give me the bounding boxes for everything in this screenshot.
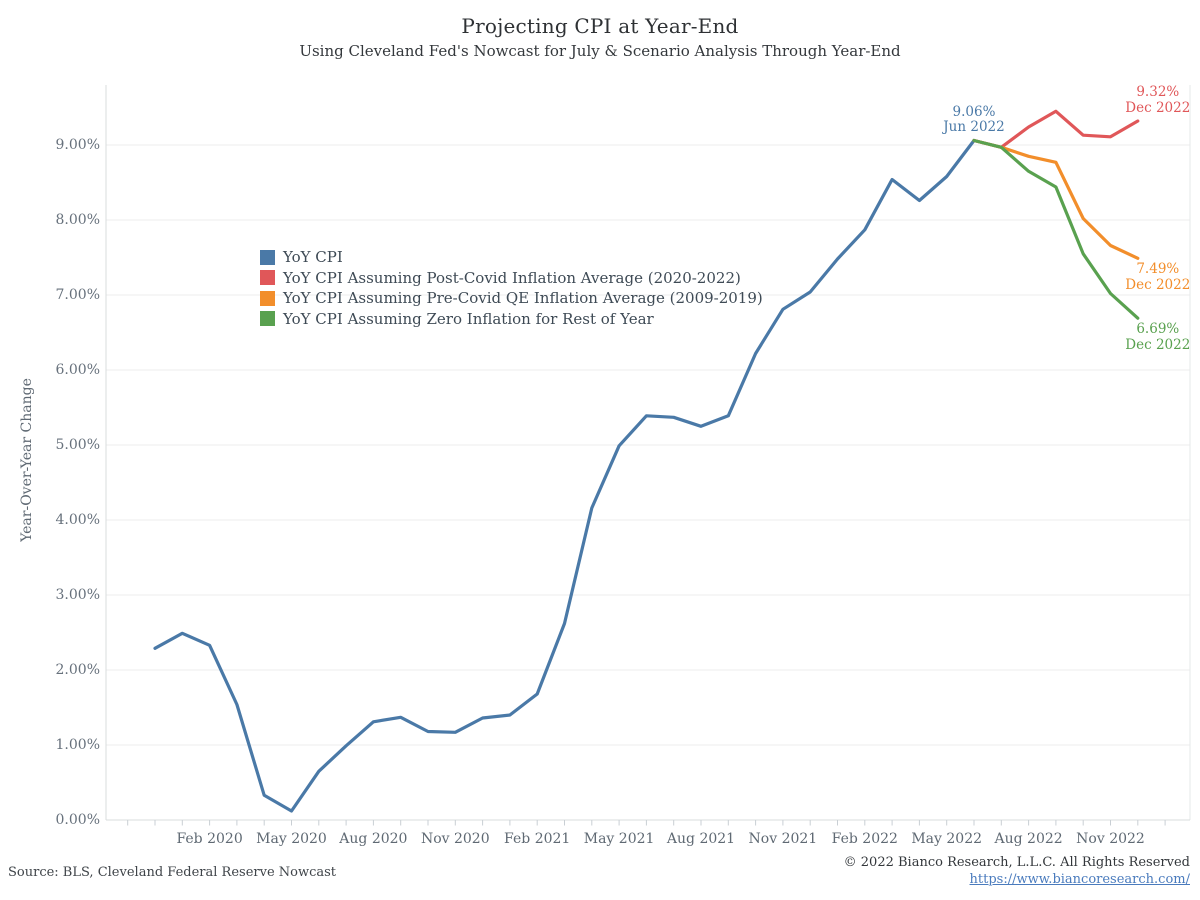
copyright-block: © 2022 Bianco Research, L.L.C. All Right… [844,855,1190,888]
x-tick-label: Nov 2021 [748,831,818,847]
annotation-value: 7.49% [1136,261,1180,278]
y-tick-label: 5.00% [55,437,100,453]
copyright-text: © 2022 Bianco Research, L.L.C. All Right… [843,855,1190,870]
y-tick-label: 6.00% [55,362,100,378]
annotation-date: Jun 2022 [943,119,1005,135]
x-tick-label: Feb 2022 [831,831,898,847]
annotation-blue: 9.06% Jun 2022 [919,103,1029,136]
series-line-orange [972,138,1140,260]
legend-swatch-green [260,311,275,327]
annotation-value: 6.69% [1136,321,1180,338]
y-tick-label: 7.00% [55,287,100,303]
annotation-orange: 7.49% Dec 2022 [1103,262,1200,293]
x-tick-label: Aug 2022 [994,831,1063,847]
page-subtitle: Using Cleveland Fed's Nowcast for July &… [299,42,901,60]
y-axis-title: Year-Over-Year Change [19,378,35,542]
legend-label: YoY CPI Assuming Post-Covid Inflation Av… [283,268,741,287]
y-tick-label: 2.00% [55,662,100,678]
annotation-value: 9.06% [952,103,996,120]
x-tick-label: Nov 2022 [1076,831,1145,847]
y-tick-label: 0.00% [55,812,100,828]
legend-item: YoY CPI Assuming Zero Inflation for Rest… [260,309,763,330]
y-tick-label: 9.00% [55,137,100,153]
y-tick-label: 4.00% [55,512,100,528]
annotation-date: Dec 2022 [1125,99,1191,116]
legend-item: YoY CPI Assuming Pre-Covid QE Inflation … [260,288,763,309]
annotation-date: Dec 2022 [1125,276,1191,293]
legend-label: YoY CPI Assuming Zero Inflation for Rest… [283,309,654,328]
legend-swatch-orange [260,290,275,306]
legend-label: YoY CPI Assuming Pre-Covid QE Inflation … [283,289,763,308]
y-tick-label: 1.00% [55,737,100,753]
biancoresearch-link[interactable]: https://www.biancoresearch.com/ [969,871,1190,887]
x-tick-label: Feb 2020 [176,831,243,847]
x-tick-label: May 2022 [911,831,983,847]
annotation-green: 6.69% Dec 2022 [1103,322,1200,353]
series-line-green [972,138,1140,320]
x-tick-label: May 2021 [583,831,655,847]
x-tick-label: Feb 2021 [504,831,571,847]
legend-item: YoY CPI Assuming Post-Covid Inflation Av… [260,268,763,289]
annotation-red: 9.32% Dec 2022 [1103,84,1200,116]
legend-item: YoY CPI [260,247,763,268]
x-tick-label: May 2020 [256,831,327,847]
source-note: Source: BLS, Cleveland Federal Reserve N… [8,865,337,880]
page-title: Projecting CPI at Year-End [461,14,739,38]
legend-swatch-blue [260,249,275,265]
y-tick-label: 3.00% [55,587,100,603]
annotation-date: Dec 2022 [1125,336,1191,353]
cpi-line-chart [105,85,1191,826]
x-tick-label: Aug 2020 [339,831,408,847]
series-line-blue [153,138,976,813]
legend-label: YoY CPI [283,248,343,267]
chart-legend: YoY CPI YoY CPI Assuming Post-Covid Infla… [260,247,763,329]
x-tick-label: Aug 2021 [666,831,736,847]
annotation-value: 9.32% [1136,84,1180,100]
x-tick-label: Nov 2020 [420,831,490,847]
legend-swatch-red [260,270,275,286]
y-tick-label: 8.00% [55,212,100,228]
